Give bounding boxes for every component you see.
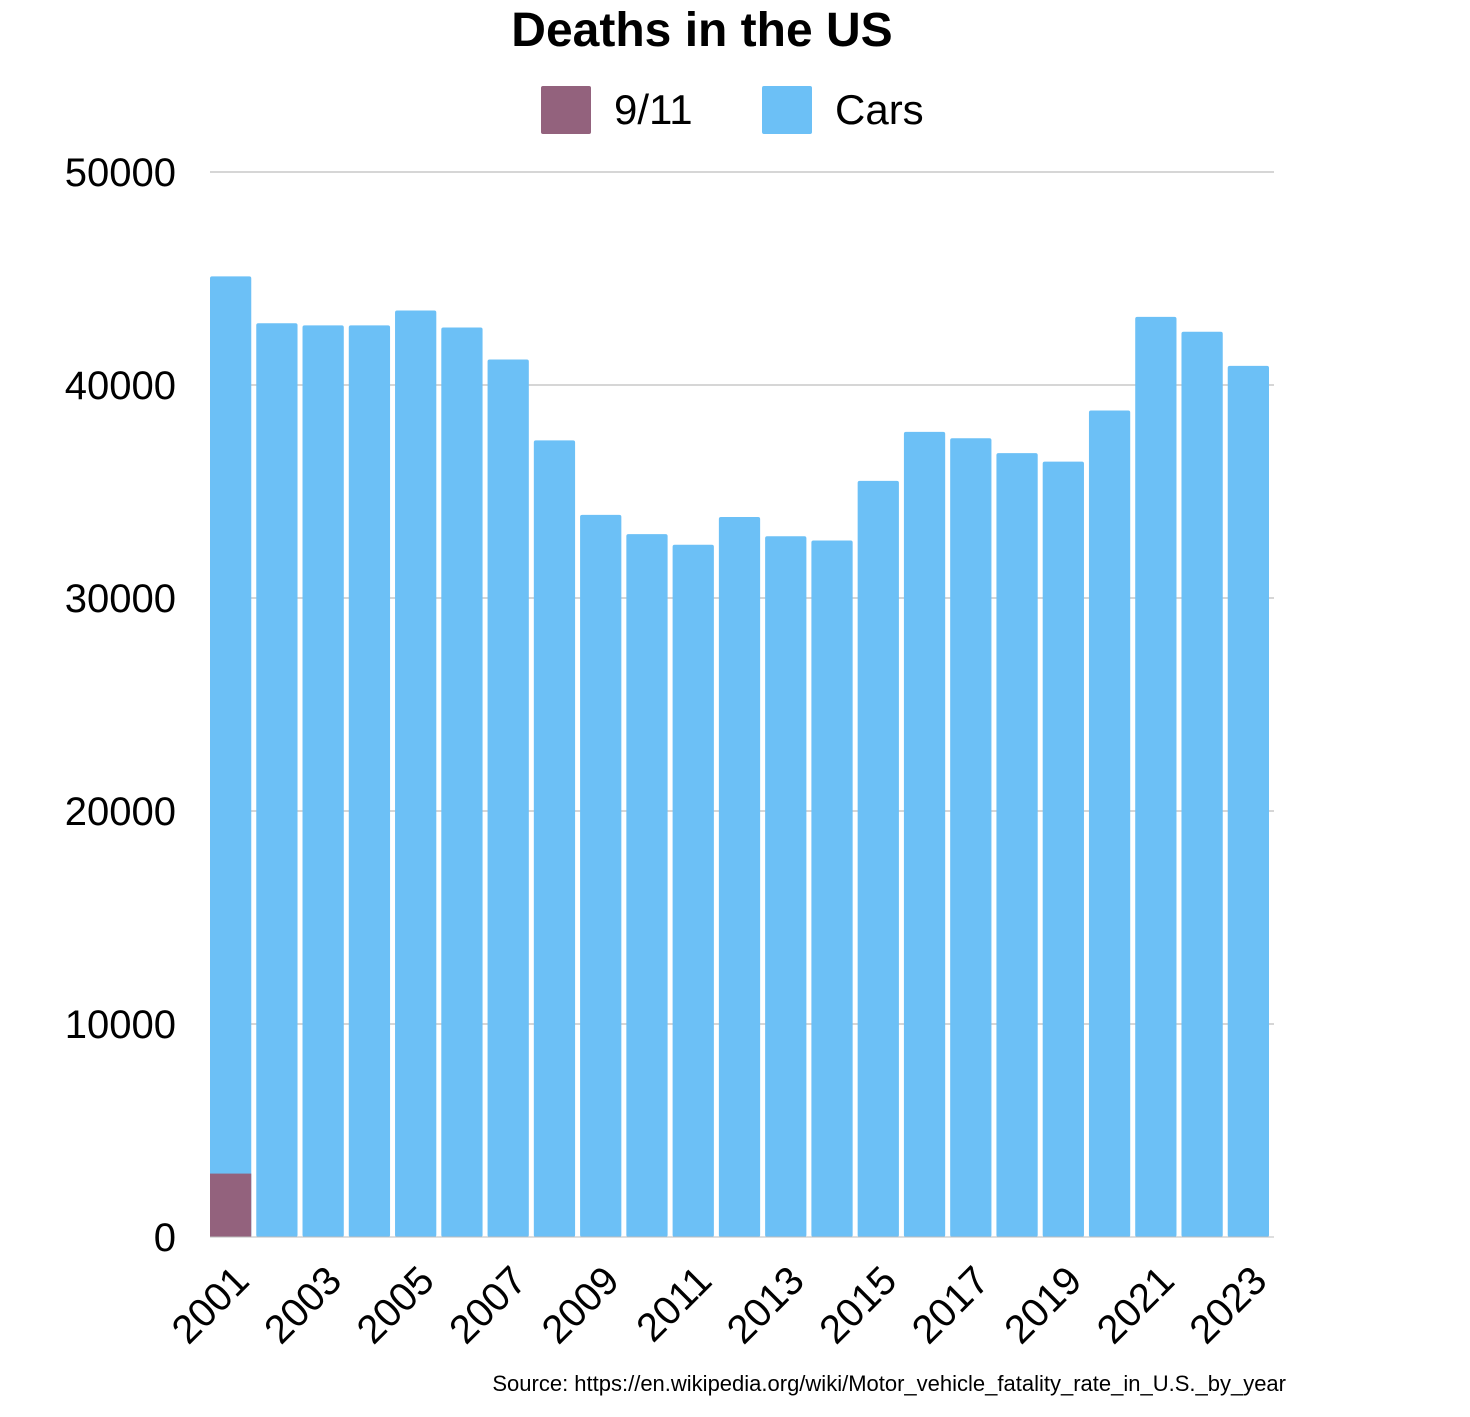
x-tick-label-2007: 2007: [441, 1258, 535, 1352]
bar-cars-2007: [487, 359, 529, 1237]
bar-cars-2002: [256, 323, 298, 1238]
x-tick-label-2011: 2011: [628, 1258, 720, 1350]
legend: 9/11 Cars: [541, 86, 924, 134]
bar-cars-2023: [1227, 365, 1269, 1238]
bar-cars-2010: [626, 534, 668, 1237]
bar-cars-2014: [811, 540, 853, 1237]
x-tick-label-2013: 2013: [719, 1258, 813, 1352]
bars: [210, 276, 1269, 1238]
chart-title: Deaths in the US: [511, 4, 892, 57]
bar-cars-2001: [210, 276, 252, 1237]
bar-cars-2021: [1135, 316, 1177, 1238]
x-tick-label-2021: 2021: [1089, 1258, 1183, 1352]
source-annotation: Source: https://en.wikipedia.org/wiki/Mo…: [492, 1371, 1286, 1396]
bar-cars-2012: [718, 517, 761, 1237]
x-tick-label-2003: 2003: [256, 1258, 350, 1352]
bar-cars-2008: [533, 440, 576, 1237]
legend-label-cars: Cars: [835, 86, 924, 133]
bar-cars-2004: [348, 325, 391, 1237]
x-tick-label-2023: 2023: [1181, 1258, 1275, 1352]
x-tick-label-2015: 2015: [811, 1258, 905, 1352]
x-tick-label-2017: 2017: [904, 1258, 998, 1352]
y-axis: 0 10000 20000 30000 40000 50000: [65, 151, 176, 1260]
x-tick-label-2001: 2001: [164, 1258, 258, 1352]
bar-cars-2016: [903, 431, 946, 1237]
bar-cars-2022: [1181, 331, 1223, 1237]
y-tick-label-40000: 40000: [65, 364, 176, 408]
bar-cars-2003: [302, 325, 344, 1237]
y-tick-label-0: 0: [154, 1216, 176, 1260]
x-tick-label-2005: 2005: [349, 1258, 443, 1352]
bar-cars-2020: [1088, 410, 1131, 1237]
x-tick-label-2019: 2019: [996, 1258, 1090, 1352]
legend-label-9-11: 9/11: [614, 86, 693, 133]
y-tick-label-20000: 20000: [65, 790, 176, 834]
y-tick-label-10000: 10000: [65, 1003, 176, 1047]
bar-cars-2011: [672, 544, 714, 1237]
bar-cars-2013: [765, 536, 807, 1237]
x-tick-label-2009: 2009: [534, 1258, 628, 1352]
y-tick-label-50000: 50000: [65, 151, 176, 195]
bar-cars-2009: [580, 514, 622, 1237]
bar-cars-2015: [857, 480, 899, 1238]
bar-cars-2019: [1042, 461, 1084, 1237]
bar-cars-2005: [395, 310, 437, 1237]
bar-cars-2006: [441, 327, 483, 1237]
bar-9-11-2001: [210, 1173, 252, 1237]
legend-swatch-9-11: [541, 86, 591, 134]
legend-swatch-cars: [762, 86, 812, 134]
bar-cars-2017: [950, 438, 992, 1237]
bar-cars-2018: [996, 453, 1038, 1237]
y-tick-label-30000: 30000: [65, 577, 176, 621]
